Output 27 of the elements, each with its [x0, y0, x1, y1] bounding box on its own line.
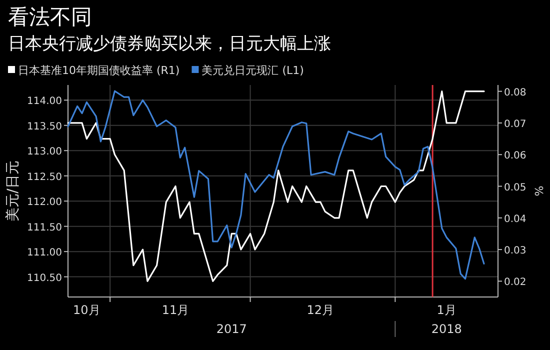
x-tick-label: 10月	[73, 303, 100, 317]
y2-tick-label: 0.04	[504, 214, 526, 225]
y2-tick-label: 0.07	[504, 118, 526, 130]
y-tick-label: 112.00	[27, 197, 62, 208]
y-axis-title: 美元/日元	[5, 160, 21, 222]
chart-subtitle: 日本央行减少债券购买以来，日元大幅上涨	[8, 34, 331, 54]
text: 2017	[216, 322, 247, 336]
y2-tick-label: 0.02	[504, 277, 526, 288]
chart-title: 看法不同	[8, 5, 92, 29]
legend-label: 日本基准10年期国债收益率 (R1)	[18, 64, 180, 77]
y-tick-label: 113.50	[27, 121, 62, 132]
y2-tick-label: 0.06	[504, 150, 526, 162]
y2-tick-label: 0.08	[504, 87, 526, 98]
y-tick-label: 111.00	[27, 248, 62, 259]
y-tick-label: 113.00	[27, 146, 62, 158]
y2-tick-label: 0.03	[504, 246, 526, 257]
y-tick-label: 112.50	[27, 172, 62, 183]
x-tick-label: 11月	[162, 303, 190, 317]
y2-axis-title: %	[532, 186, 545, 196]
x-tick-label: 12月	[306, 303, 334, 317]
legend-label: 美元兑日元现汇 (L1)	[202, 64, 304, 77]
y-tick-label: 114.00	[27, 96, 62, 108]
x-tick-label: 1月	[436, 303, 456, 317]
y2-tick-label: 0.05	[504, 182, 526, 194]
text: 2018	[431, 322, 462, 336]
y-tick-label: 110.50	[27, 272, 62, 284]
y-tick-label: 111.50	[27, 222, 62, 234]
